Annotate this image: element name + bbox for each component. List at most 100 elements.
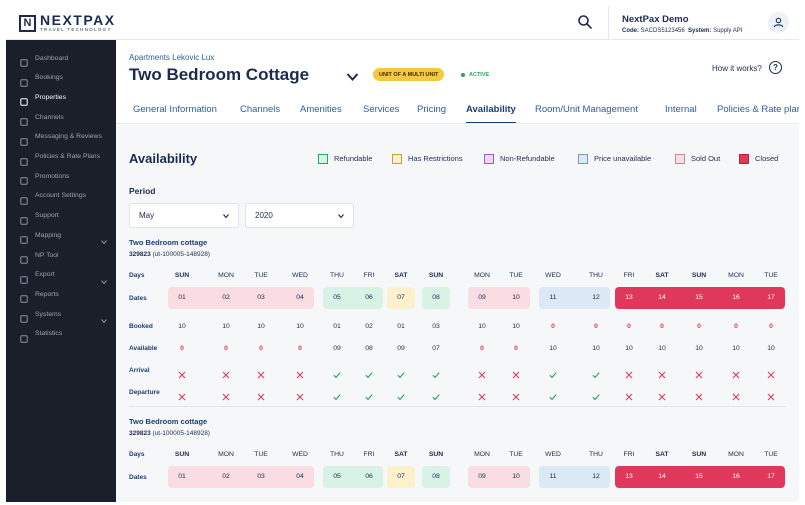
promotions-icon	[20, 172, 28, 185]
sidebar-item-mapping[interactable]: Mapping	[6, 227, 116, 245]
sidebar-item-np-tool[interactable]: NP Tool	[6, 247, 116, 264]
chevron-down-icon[interactable]	[346, 69, 359, 81]
tab-pricing[interactable]: Pricing	[417, 104, 447, 115]
sidebar-item-bookings[interactable]: Bookings	[6, 70, 116, 87]
date-cell[interactable]: 07	[397, 473, 405, 480]
date-cell[interactable]: 11	[549, 473, 557, 480]
year-select[interactable]: 2020	[245, 203, 354, 228]
date-cell[interactable]: 15	[695, 294, 703, 301]
sidebar-item-systems[interactable]: Systems	[6, 306, 116, 324]
date-cell[interactable]: 14	[658, 294, 666, 301]
help-icon[interactable]: ?	[769, 61, 782, 74]
date-cell[interactable]: 08	[432, 294, 440, 301]
room-code-suffix: (ut-100005-148928)	[152, 251, 210, 258]
date-cell[interactable]: 06	[365, 294, 373, 301]
date-cell[interactable]: 10	[512, 294, 520, 301]
tool-icon	[20, 251, 28, 264]
account-name: NextPax Demo	[622, 14, 689, 25]
date-cell[interactable]: 09	[478, 473, 486, 480]
sidebar-item-export[interactable]: Export	[6, 267, 116, 284]
code-value: SACDS5123456	[640, 28, 685, 34]
tab-amenities[interactable]: Amenities	[300, 104, 342, 115]
date-cell[interactable]: 16	[732, 294, 740, 301]
date-cell[interactable]: 10	[512, 473, 520, 480]
date-cell[interactable]: 09	[478, 294, 486, 301]
tab-availability[interactable]: Availability	[466, 104, 516, 123]
how-it-works-link[interactable]: How it works?	[712, 64, 762, 73]
date-cell[interactable]: 07	[397, 294, 405, 301]
legend-label: Has Restrictions	[408, 154, 463, 163]
sidebar-item-policies-rate-plans[interactable]: Policies & Rate Plans	[6, 149, 116, 166]
tab-internal[interactable]: Internal	[665, 104, 697, 115]
day-header: SAT	[394, 272, 408, 279]
cross-icon	[257, 388, 265, 401]
search-icon[interactable]	[577, 14, 593, 30]
sidebar-item-reports[interactable]: Reports	[6, 286, 116, 304]
sidebar-item-support[interactable]: Support	[6, 208, 116, 225]
sidebar-item-statistics[interactable]: Statistics	[6, 326, 116, 343]
date-cell[interactable]: 01	[178, 294, 186, 301]
messaging-icon	[20, 133, 28, 146]
date-cell[interactable]: 14	[658, 473, 666, 480]
booked-value: 0	[734, 323, 738, 330]
reports-icon	[20, 290, 28, 304]
date-cell[interactable]: 03	[257, 473, 265, 480]
room-name[interactable]: Two Bedroom cottage	[129, 417, 208, 426]
room-code: 329823 (ut-100005-148928)	[129, 251, 210, 258]
sidebar: Dashboard Bookings Properties Channels Messa…	[6, 40, 116, 502]
sidebar-item-promotions[interactable]: Promotions	[6, 168, 116, 185]
date-cell[interactable]: 03	[257, 294, 265, 301]
booked-value: 0	[697, 323, 701, 330]
sidebar-item-label: Channels	[35, 113, 64, 121]
user-avatar[interactable]	[768, 12, 789, 33]
day-header: FRI	[363, 451, 375, 458]
row-label-booked: Booked	[129, 323, 153, 330]
date-cell[interactable]: 02	[222, 473, 230, 480]
day-header: SUN	[174, 272, 190, 279]
date-cell[interactable]: 13	[625, 294, 633, 301]
date-cell[interactable]: 16	[732, 473, 740, 480]
date-cell[interactable]: 12	[592, 294, 600, 301]
date-cell[interactable]: 13	[625, 473, 633, 480]
sidebar-item-account-settings[interactable]: Account Settings	[6, 188, 116, 205]
date-cell[interactable]: 05	[333, 294, 341, 301]
date-cell[interactable]: 02	[222, 294, 230, 301]
legend-label: Non-Refundable	[500, 154, 555, 163]
cross-icon	[222, 388, 230, 401]
check-icon	[333, 388, 341, 401]
tab-channels[interactable]: Channels	[240, 104, 281, 115]
legend-swatch	[392, 153, 402, 164]
tab-services[interactable]: Services	[363, 104, 400, 115]
date-cell[interactable]: 04	[296, 473, 304, 480]
date-cell[interactable]: 05	[333, 473, 341, 480]
date-cell[interactable]: 15	[695, 473, 703, 480]
legend-label: Price unavailable	[594, 154, 652, 163]
sidebar-item-messaging-reviews[interactable]: Messaging & Reviews	[6, 129, 116, 146]
date-status-group	[323, 287, 383, 309]
date-cell[interactable]: 17	[767, 473, 775, 480]
date-status-group	[539, 466, 610, 488]
sidebar-item-dashboard[interactable]: Dashboard	[6, 50, 116, 67]
nextpax-logo[interactable]: N NEXTPAX TRAVEL TECHNOLOGY	[19, 13, 116, 33]
month-select[interactable]: May	[129, 203, 239, 228]
tab-general-information[interactable]: General Information	[133, 104, 217, 115]
tab-policies-rate-plans[interactable]: Policies & Rate plans	[717, 104, 799, 115]
date-cell[interactable]: 12	[592, 473, 600, 480]
room-name[interactable]: Two Bedroom cottage	[129, 238, 208, 247]
date-cell[interactable]: 11	[549, 294, 557, 301]
header-divider	[608, 6, 609, 40]
check-icon	[365, 388, 373, 401]
tab-room-unit-management[interactable]: Room/Unit Management	[535, 104, 638, 115]
date-cell[interactable]: 08	[432, 473, 440, 480]
support-icon	[20, 212, 28, 225]
date-cell[interactable]: 17	[767, 294, 775, 301]
property-breadcrumb[interactable]: Apartments Lekovic Lux	[129, 53, 215, 62]
date-cell[interactable]: 06	[365, 473, 373, 480]
sidebar-item-channels[interactable]: Channels	[6, 109, 116, 126]
date-cell[interactable]: 01	[178, 473, 186, 480]
row-label-days: Days	[129, 272, 145, 279]
sidebar-item-label: NP Tool	[35, 251, 59, 259]
date-cell[interactable]: 04	[296, 294, 304, 301]
cross-icon	[767, 366, 775, 379]
sidebar-item-properties[interactable]: Properties	[6, 89, 116, 107]
